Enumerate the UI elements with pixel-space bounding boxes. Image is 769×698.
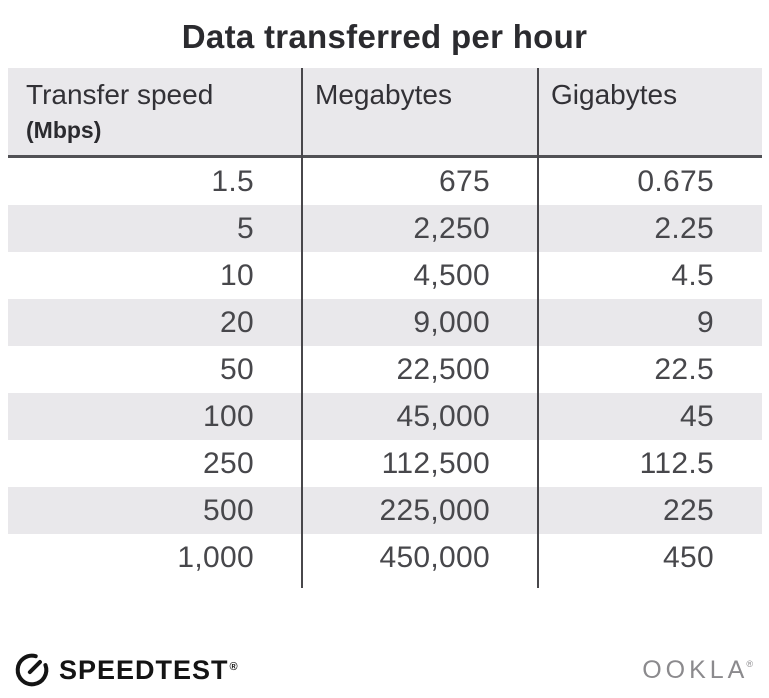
table-cell: 450,000 [379, 540, 490, 574]
table-cell: 22,500 [396, 352, 490, 386]
ookla-logo: OOKLA® [642, 656, 755, 685]
column-header-label: Megabytes [315, 79, 452, 110]
table-cell: 2.25 [654, 211, 714, 245]
footer: SPEEDTEST® OOKLA® [14, 646, 755, 694]
table-row: 250 112,500 112.5 [8, 440, 762, 487]
column-divider [301, 68, 303, 588]
speedtest-gauge-icon [15, 653, 49, 687]
table-row: 100 45,000 45 [8, 393, 762, 440]
table-row: 20 9,000 9 [8, 299, 762, 346]
column-header-label: Transfer speed [26, 79, 214, 110]
table-cell: 20 [220, 305, 254, 339]
table-cell: 225,000 [379, 493, 490, 527]
column-header-transfer-speed: Transfer speed (Mbps) [8, 68, 302, 155]
table-cell: 0.675 [637, 164, 714, 198]
registered-trademark-icon: ® [746, 658, 753, 669]
table-cell: 225 [663, 493, 714, 527]
table-cell: 500 [203, 493, 254, 527]
table-row: 500 225,000 225 [8, 487, 762, 534]
table-cell: 50 [220, 352, 254, 386]
column-divider [537, 68, 539, 588]
table-cell: 9 [697, 305, 714, 339]
page-title: Data transferred per hour [181, 18, 588, 55]
table-cell: 100 [203, 399, 254, 433]
table-row: 5 2,250 2.25 [8, 205, 762, 252]
table-cell: 22.5 [654, 352, 714, 386]
column-header-label: Gigabytes [551, 79, 678, 110]
table-cell: 450 [663, 540, 714, 574]
table-cell: 250 [203, 446, 254, 480]
table-cell: 4,500 [413, 258, 490, 292]
data-table: Transfer speed (Mbps) Megabytes Gigabyte… [8, 68, 762, 588]
table-cell: 10 [220, 258, 254, 292]
table-row: 1.5 675 0.675 [8, 158, 762, 205]
table-cell: 4.5 [671, 258, 714, 292]
speedtest-logo: SPEEDTEST® [14, 652, 238, 688]
registered-trademark-icon: ® [229, 660, 238, 673]
table-cell: 112.5 [639, 446, 714, 480]
table-cell: 1,000 [177, 540, 254, 574]
table-header: Transfer speed (Mbps) Megabytes Gigabyte… [8, 68, 762, 158]
table-cell: 9,000 [413, 305, 490, 339]
column-header-sublabel: (Mbps) [26, 116, 102, 143]
table-cell: 5 [237, 211, 254, 245]
speedtest-wordmark: SPEEDTEST [59, 654, 229, 685]
table-row: 1,000 450,000 450 [8, 534, 762, 581]
table-cell: 45 [680, 399, 714, 433]
table-body: 1.5 675 0.675 5 2,250 2.25 10 4,500 4.5 20 9,000 9 5… [8, 158, 762, 581]
table-cell: 112,500 [381, 446, 490, 480]
column-header-gigabytes: Gigabytes [538, 68, 762, 155]
table-cell: 1.5 [211, 164, 254, 198]
table-cell: 675 [439, 164, 490, 198]
ookla-wordmark: OOKLA [642, 655, 749, 684]
column-header-megabytes: Megabytes [302, 68, 538, 155]
table-row: 10 4,500 4.5 [8, 252, 762, 299]
table-cell: 45,000 [396, 399, 490, 433]
table-row: 50 22,500 22.5 [8, 346, 762, 393]
table-cell: 2,250 [413, 211, 490, 245]
